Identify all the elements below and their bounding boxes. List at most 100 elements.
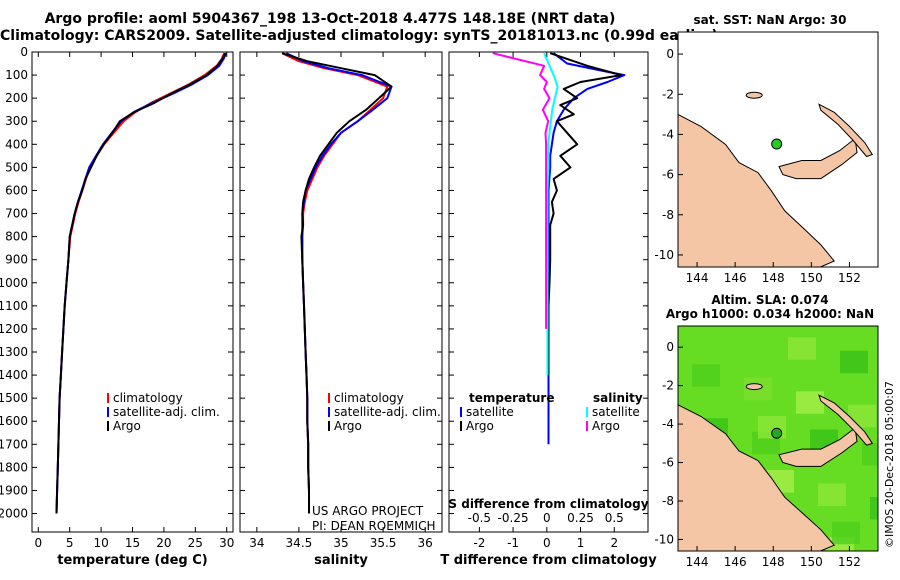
salinity-panel: 34 34.5 35 35.5 36 salinity climatologysatelli… — [239, 51, 443, 568]
difference-series-t-satellite — [547, 52, 626, 445]
plot-title-line2: Climatology: CARS2009. Satellite-adjuste… — [0, 28, 718, 44]
temperature-legend-label: Argo — [113, 419, 141, 433]
temperature-axis-xtick-label: 5 — [66, 536, 74, 550]
depth-axis-ytick-label: 400 — [5, 137, 28, 151]
map_sla-sla-patch — [692, 364, 720, 387]
salinity-axis-xtick-label: 35 — [333, 536, 348, 550]
map_sla-xtick-label: 144 — [686, 555, 709, 569]
temperature-series-satellite-adj-clim- — [55, 52, 228, 514]
map_sst-xtick-label: 152 — [838, 271, 861, 285]
sdiff-tick-label: 0.5 — [605, 511, 624, 525]
temperature-series-argo — [55, 52, 227, 514]
map_sla-body — [678, 326, 878, 551]
depth-axis-ytick-label: 1500 — [0, 391, 28, 405]
depth-axis-ytick-label: 1800 — [0, 460, 28, 474]
temperature-axis-xtick-label: 0 — [34, 536, 42, 550]
difference-legend-right-label: satellite — [592, 405, 640, 419]
map_sst-xtick-label: 146 — [724, 271, 747, 285]
map_sst-new-ireland — [818, 103, 874, 158]
depth-axis-ytick-label: 0 — [20, 45, 28, 59]
map_sst-xtick-label: 144 — [686, 271, 709, 285]
map_sla-sla-patch — [796, 391, 824, 414]
salinity-xlabel: salinity — [314, 553, 368, 568]
map_sla-title-2: Argo h1000: 0.034 h2000: NaN — [666, 307, 874, 321]
map_sst-title-1: sat. SST: NaN Argo: 30 — [693, 13, 846, 27]
temperature-legend-label: satellite-adj. clim. — [113, 405, 220, 419]
tdiff-axis-xtick-label: -2 — [473, 536, 485, 550]
salinity-legend-label: satellite-adj. clim. — [334, 405, 441, 419]
plot-title-line1: Argo profile: aoml 5904367_198 13-Oct-20… — [44, 11, 616, 27]
map_sst-body — [678, 32, 878, 267]
map_sla-xtick-label: 148 — [762, 555, 785, 569]
map_sst-new-britain — [778, 137, 858, 180]
map_sla-ytick-label: -2 — [662, 379, 674, 393]
map_sla-new-britain — [778, 426, 858, 467]
map_sla-xtick-label: 146 — [724, 555, 747, 569]
tdiff-axis-xtick-label: -1 — [507, 536, 519, 550]
map_sla-argo-marker — [771, 427, 783, 439]
map_sla-sla-patch — [818, 483, 846, 506]
map_sla-ytick-label: -6 — [662, 456, 674, 470]
map_sla-sla-patch — [840, 350, 868, 374]
map_sst-frame — [677, 31, 879, 268]
depth-axis-ytick-label: 500 — [5, 160, 28, 174]
tdiff-xlabel: T difference from climatology — [440, 553, 657, 568]
difference-legend-right-label: Argo — [592, 419, 620, 433]
map_sla-ytick-label: -10 — [654, 532, 674, 546]
map_sla-sla-patch — [862, 443, 878, 466]
sdiff-xlabel: S difference from climatology — [448, 497, 648, 511]
depth-axis-ytick-label: 600 — [5, 183, 28, 197]
map_sst-manus-island — [745, 91, 763, 99]
depth-axis-ytick-label: 1900 — [0, 483, 28, 497]
map_sla-ytick-label: -4 — [662, 417, 674, 431]
salinity-axis-xtick-label: 35.5 — [370, 536, 397, 550]
salinity-legend-label: Argo — [334, 419, 362, 433]
map_sla-title-1: Altim. SLA: 0.074 — [711, 293, 828, 307]
map_sst-argo-marker — [771, 138, 783, 150]
depth-axis-ytick-label: 900 — [5, 253, 28, 267]
project-credit: US ARGO PROJECT — [312, 504, 424, 518]
temperature-axis-xtick-label: 10 — [93, 536, 108, 550]
tdiff-axis-xtick-label: 0 — [543, 536, 551, 550]
tdiff-axis-xtick-label: 2 — [610, 536, 618, 550]
imos-credit: ©IMOS 20-Dec-2018 05:00:07 — [883, 381, 896, 548]
salinity-axis-xtick-label: 34 — [249, 536, 264, 550]
map_sst-ytick-label: -8 — [662, 208, 674, 222]
depth-axis-ytick-label: 300 — [5, 114, 28, 128]
map_sla-new-ireland — [818, 394, 874, 446]
salinity-series-argo — [281, 52, 393, 514]
salinity-panel-frame — [239, 51, 443, 533]
map_sla-ytick-label: -8 — [662, 494, 674, 508]
depth-axis-ytick-label: 100 — [5, 68, 28, 82]
salinity-axis-xtick-label: 34.5 — [286, 536, 313, 550]
map_sla-manus-island — [745, 383, 763, 391]
sdiff-tick-label: -0.25 — [498, 511, 529, 525]
depth-axis-ytick-label: 1200 — [0, 322, 28, 336]
map_sla-frame — [677, 325, 879, 552]
difference-series-s-argo — [492, 52, 551, 329]
salinity-axis-xtick-label: 36 — [418, 536, 433, 550]
temperature-axis-xtick-label: 15 — [125, 536, 140, 550]
temperature-legend-label: climatology — [113, 391, 183, 405]
temperature-panel: 0 5 10 15 20 25 300100200300400500600700800900… — [0, 45, 234, 568]
salinity-series-satellite-adj-clim- — [285, 52, 393, 514]
sdiff-tick-label: -0.5 — [468, 511, 491, 525]
map_sla-sla-patch — [832, 521, 860, 545]
pi-credit: PI: DEAN ROEMMICH — [312, 519, 435, 533]
temperature-series-climatology — [55, 52, 226, 514]
difference-legend-left-title: temperature — [469, 391, 554, 405]
depth-axis-ytick-label: 800 — [5, 230, 28, 244]
depth-axis-ytick-label: 700 — [5, 207, 28, 221]
map_sla-ytick-label: 0 — [666, 340, 674, 354]
temperature-axis-xtick-label: 30 — [219, 536, 234, 550]
difference-series-s-satellite — [543, 52, 559, 376]
map_sst-xtick-label: 150 — [800, 271, 823, 285]
sdiff-tick-label: 0 — [543, 511, 551, 525]
temperature-panel-frame — [31, 51, 234, 533]
map_sla-xtick-label: 152 — [838, 555, 861, 569]
difference-legend-left-label: satellite — [466, 405, 514, 419]
map_sst-panel: sat. SST: NaN Argo: 30 144 146 148 150 152 0 -2… — [654, 13, 879, 285]
depth-axis-ytick-label: 1000 — [0, 276, 28, 290]
tdiff-axis-xtick-label: 1 — [577, 536, 585, 550]
